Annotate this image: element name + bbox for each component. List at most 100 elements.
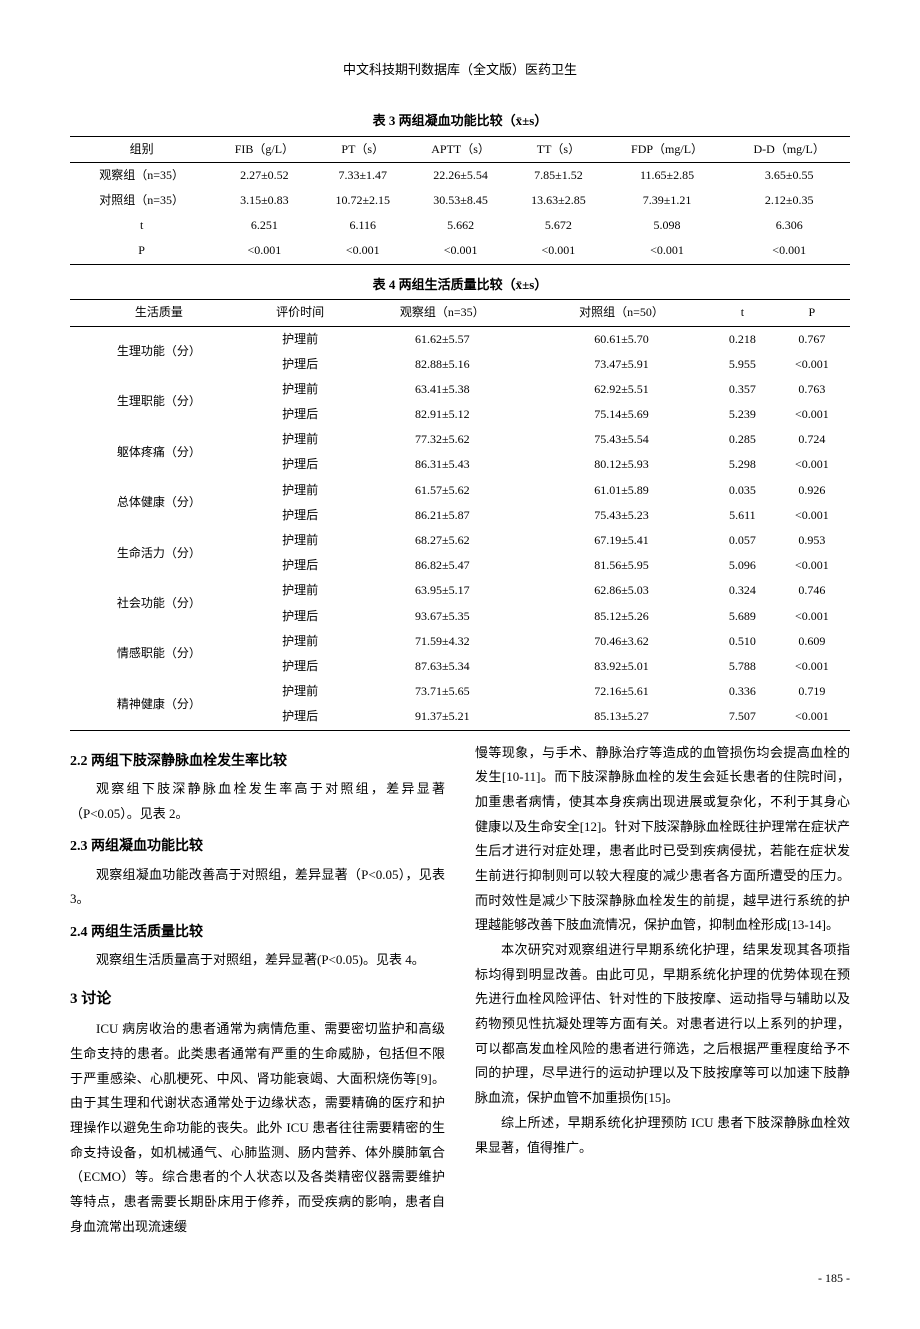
table-cell: 0.767 <box>774 326 850 352</box>
table-cell: 91.37±5.21 <box>353 704 532 730</box>
table4-col-header: P <box>774 300 850 326</box>
table-cell: 5.672 <box>511 213 606 238</box>
table-row: 社会功能（分）护理前63.95±5.1762.86±5.030.3240.746 <box>70 578 850 603</box>
table-cell: 护理前 <box>248 326 353 352</box>
table-rowgroup-label: 总体健康（分） <box>70 478 248 528</box>
table-rowgroup-label: 生理功能（分） <box>70 326 248 377</box>
table-cell: 5.098 <box>606 213 729 238</box>
table3-col-header: FDP（mg/L） <box>606 136 729 162</box>
table-row: t6.2516.1165.6625.6725.0986.306 <box>70 213 850 238</box>
table-cell: 0.285 <box>711 427 774 452</box>
table-cell: 61.01±5.89 <box>532 478 711 503</box>
table-cell: 86.31±5.43 <box>353 452 532 477</box>
two-column-body: 2.2 两组下肢深静脉血栓发生率比较 观察组下肢深静脉血栓发生率高于对照组，差异… <box>70 741 850 1240</box>
table-cell: 0.724 <box>774 427 850 452</box>
sec-2-2-heading: 2.2 两组下肢深静脉血栓发生率比较 <box>70 751 445 773</box>
table-rowgroup-label: 生命活力（分） <box>70 528 248 578</box>
table-cell: 10.72±2.15 <box>315 188 410 213</box>
table-rowgroup-label: 社会功能（分） <box>70 578 248 628</box>
table-cell: 0.035 <box>711 478 774 503</box>
table-row: 观察组（n=35）2.27±0.527.33±1.4722.26±5.547.8… <box>70 162 850 188</box>
sec-2-3-para: 观察组凝血功能改善高于对照组，差异显著（P<0.05），见表 3。 <box>70 863 445 912</box>
table4-col-header: 观察组（n=35） <box>353 300 532 326</box>
sec-2-4-heading: 2.4 两组生活质量比较 <box>70 922 445 944</box>
table-cell: <0.001 <box>774 553 850 578</box>
table3: 组别FIB（g/L）PT（s）APTT（s）TT（s）FDP（mg/L）D-D（… <box>70 136 850 265</box>
table-cell: 75.43±5.23 <box>532 503 711 528</box>
sec-3-heading: 3 讨论 <box>70 987 445 1011</box>
table-cell: 70.46±3.62 <box>532 629 711 654</box>
page-number: - 185 - <box>70 1269 850 1288</box>
table-cell: 77.32±5.62 <box>353 427 532 452</box>
table-cell: 3.65±0.55 <box>728 162 850 188</box>
table4-col-header: 对照组（n=50） <box>532 300 711 326</box>
table3-col-header: APTT（s） <box>410 136 511 162</box>
table-cell: 6.306 <box>728 213 850 238</box>
table-cell: <0.001 <box>213 238 315 264</box>
table-cell: P <box>70 238 213 264</box>
table-cell: 93.67±5.35 <box>353 604 532 629</box>
table-cell: 80.12±5.93 <box>532 452 711 477</box>
table-cell: 85.12±5.26 <box>532 604 711 629</box>
table-cell: 对照组（n=35） <box>70 188 213 213</box>
table-cell: 护理后 <box>248 402 353 427</box>
table-cell: 护理后 <box>248 503 353 528</box>
table-cell: <0.001 <box>774 352 850 377</box>
table-cell: 5.788 <box>711 654 774 679</box>
table3-title: 表 3 两组凝血功能比较（x̄±s） <box>70 111 850 132</box>
table3-col-header: D-D（mg/L） <box>728 136 850 162</box>
left-column: 2.2 两组下肢深静脉血栓发生率比较 观察组下肢深静脉血栓发生率高于对照组，差异… <box>70 741 445 1240</box>
table-cell: 护理后 <box>248 452 353 477</box>
table-cell: 5.239 <box>711 402 774 427</box>
table3-col-header: 组别 <box>70 136 213 162</box>
table-rowgroup-label: 情感职能（分） <box>70 629 248 679</box>
table-cell: 0.609 <box>774 629 850 654</box>
table-cell: 护理前 <box>248 478 353 503</box>
table-cell: <0.001 <box>774 654 850 679</box>
table-cell: 0.218 <box>711 326 774 352</box>
table-cell: t <box>70 213 213 238</box>
table-cell: 67.19±5.41 <box>532 528 711 553</box>
table-cell: 82.91±5.12 <box>353 402 532 427</box>
table-cell: <0.001 <box>774 704 850 730</box>
table-cell: 5.298 <box>711 452 774 477</box>
table-cell: 2.12±0.35 <box>728 188 850 213</box>
table-row: 生理功能（分）护理前61.62±5.5760.61±5.700.2180.767 <box>70 326 850 352</box>
table-row: 生命活力（分）护理前68.27±5.6267.19±5.410.0570.953 <box>70 528 850 553</box>
table4-title: 表 4 两组生活质量比较（x̄±s） <box>70 275 850 296</box>
table-cell: 7.33±1.47 <box>315 162 410 188</box>
table-row: P<0.001<0.001<0.001<0.001<0.001<0.001 <box>70 238 850 264</box>
table-cell: <0.001 <box>774 452 850 477</box>
table-rowgroup-label: 精神健康（分） <box>70 679 248 730</box>
table-cell: 护理前 <box>248 377 353 402</box>
table-cell: 护理后 <box>248 654 353 679</box>
table-cell: <0.001 <box>728 238 850 264</box>
sec-2-3-heading: 2.3 两组凝血功能比较 <box>70 836 445 858</box>
table-cell: 0.746 <box>774 578 850 603</box>
table-cell: 6.116 <box>315 213 410 238</box>
table-cell: 30.53±8.45 <box>410 188 511 213</box>
table-cell: 71.59±4.32 <box>353 629 532 654</box>
table-cell: 5.689 <box>711 604 774 629</box>
table-cell: 7.85±1.52 <box>511 162 606 188</box>
table-cell: <0.001 <box>774 604 850 629</box>
table-cell: 2.27±0.52 <box>213 162 315 188</box>
table-cell: 0.510 <box>711 629 774 654</box>
table-cell: 7.507 <box>711 704 774 730</box>
table-cell: 0.763 <box>774 377 850 402</box>
table4: 生活质量评价时间观察组（n=35）对照组（n=50）tP 生理功能（分）护理前6… <box>70 299 850 730</box>
table-cell: 75.43±5.54 <box>532 427 711 452</box>
table-cell: 护理前 <box>248 427 353 452</box>
table3-col-header: TT（s） <box>511 136 606 162</box>
table-cell: 0.719 <box>774 679 850 704</box>
table-cell: 6.251 <box>213 213 315 238</box>
table-row: 生理职能（分）护理前63.41±5.3862.92±5.510.3570.763 <box>70 377 850 402</box>
table-cell: 82.88±5.16 <box>353 352 532 377</box>
table-cell: 护理后 <box>248 352 353 377</box>
table-cell: 0.057 <box>711 528 774 553</box>
table4-col-header: t <box>711 300 774 326</box>
table4-col-header: 评价时间 <box>248 300 353 326</box>
table-row: 情感职能（分）护理前71.59±4.3270.46±3.620.5100.609 <box>70 629 850 654</box>
table-cell: 68.27±5.62 <box>353 528 532 553</box>
table-cell: 22.26±5.54 <box>410 162 511 188</box>
